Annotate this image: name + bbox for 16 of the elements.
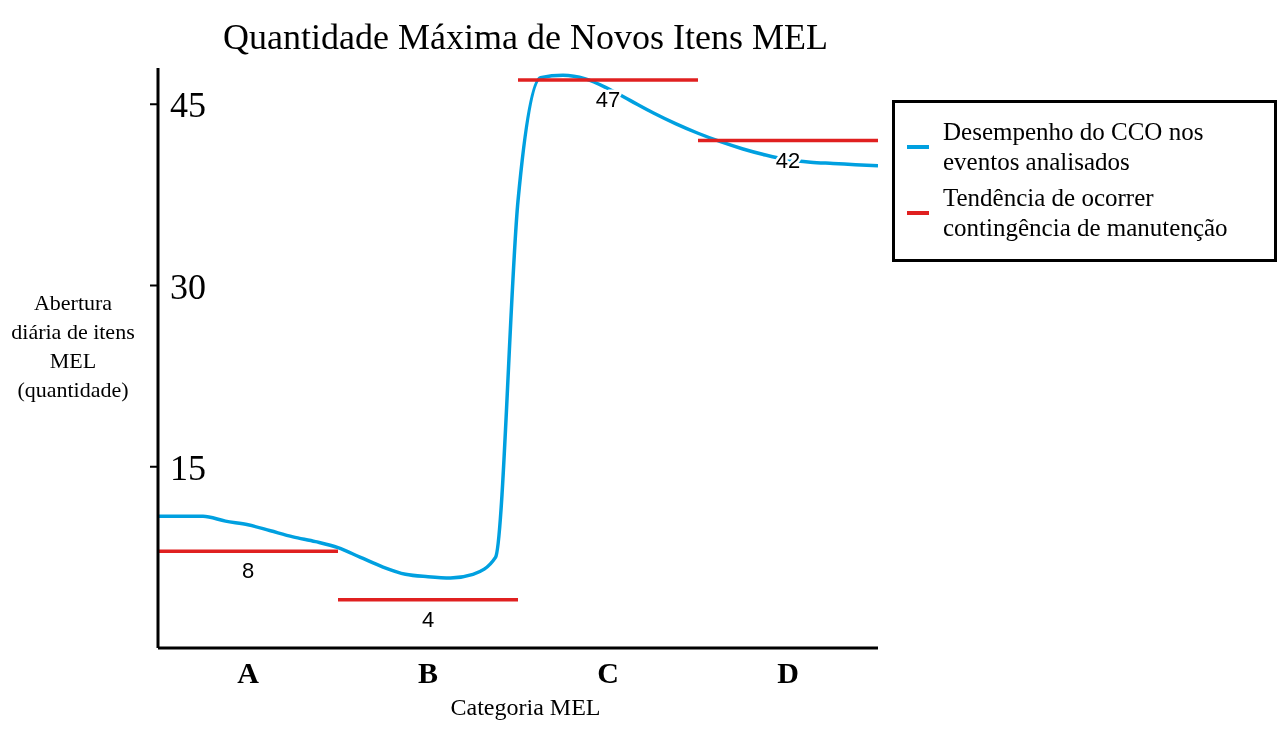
y-tick-label: 15: [170, 447, 206, 488]
y-axis-title: Abertura diária de itens MEL (quantidade): [10, 289, 136, 404]
chart-title: Quantidade Máxima de Novos Itens MEL: [222, 16, 829, 58]
data-label: 4: [421, 606, 435, 632]
y-tick-label: 30: [170, 266, 206, 307]
x-tick-label: B: [417, 656, 439, 690]
x-tick-label: C: [597, 656, 619, 690]
line-series: [158, 73, 878, 580]
y-tick-label: 45: [170, 85, 206, 126]
data-label: 47: [595, 87, 621, 113]
legend-label: Tendência de ocorrer contingência de manutenção: [943, 183, 1229, 243]
legend-label: Desempenho do CCO nos eventos analisados: [943, 117, 1205, 177]
x-tick-label: D: [777, 656, 799, 690]
data-label: 8: [241, 558, 255, 584]
x-axis-title: Categoria MEL: [449, 694, 602, 721]
x-tick-label: A: [237, 656, 260, 690]
